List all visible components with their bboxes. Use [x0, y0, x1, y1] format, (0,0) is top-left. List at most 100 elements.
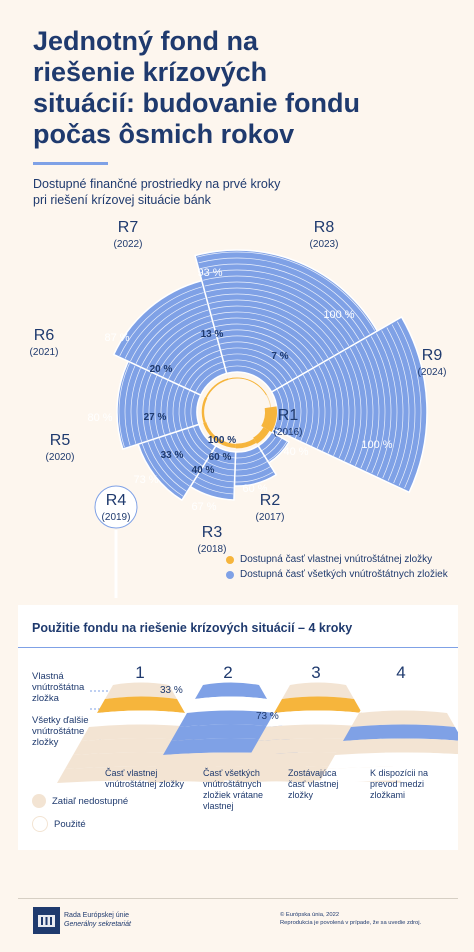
segment-stripe: [151, 321, 212, 372]
segment-stripe: [118, 363, 130, 448]
segment-stripe: [141, 443, 184, 497]
segment-stripe: [197, 476, 234, 489]
segment-stripe: [235, 471, 274, 483]
step2-percent: 73 %: [256, 711, 279, 722]
segment-stripe: [213, 317, 319, 365]
fan-layer: [351, 710, 455, 727]
segment-stripe: [181, 430, 206, 462]
page-title: Jednotný fond na riešenie krízových situ…: [33, 26, 453, 150]
year-code: R3: [202, 524, 223, 541]
year-number: (2016): [274, 427, 303, 438]
beige-dot-icon: [32, 794, 46, 808]
segment-stripe: [223, 359, 283, 386]
step-caption-3: Zostávajúca časť vlastnej zložky: [288, 768, 380, 801]
caption-line: Zostávajúca: [288, 768, 337, 778]
key-used-label: Použité: [54, 818, 86, 830]
segment-stripe: [200, 471, 234, 483]
year-label-r9: R9 (2024): [418, 347, 447, 378]
segment-stripe: [124, 365, 136, 446]
segment-stripe: [222, 353, 288, 383]
segment-stripe: [198, 257, 370, 334]
title-line: situácií: budovanie fondu: [33, 88, 361, 118]
segment-stripe: [308, 371, 320, 447]
caption-line: vnútroštátnej zložky: [105, 779, 185, 789]
key-used: Použité: [32, 816, 86, 832]
fan-layer: [274, 696, 362, 713]
inner-disk: [198, 373, 276, 451]
segment-stripe: [396, 321, 422, 489]
year-code: R4: [106, 492, 127, 509]
all-percent-label: 80 %: [87, 412, 112, 424]
segment-stripe: [339, 353, 356, 461]
copyright-line: Reprodukcia je povolená v prípade, že sa…: [280, 920, 422, 926]
year-code: R9: [422, 347, 443, 364]
year-code: R1: [278, 407, 299, 424]
legend-item-own: Dostupná časť vlastnej vnútroštátnej zlo…: [226, 552, 448, 567]
key-unavailable-label: Zatiaľ nedostupné: [52, 795, 129, 807]
segment-stripe: [184, 390, 190, 428]
year-label-r2: R2 (2017): [256, 492, 285, 523]
segment-stripe: [216, 329, 308, 371]
year-code: R8: [314, 219, 335, 236]
segment-stripe: [187, 428, 210, 457]
key-unavailable: Zatiaľ nedostupné: [32, 794, 128, 808]
segment-stripe: [194, 481, 234, 495]
segment-stripe: [168, 338, 217, 380]
fan-layer: [343, 724, 458, 741]
segment-stripe: [209, 456, 235, 465]
segment-stripe: [212, 311, 324, 362]
all-percent-label: 73 %: [133, 474, 158, 486]
title-line: počas ôsmich rokov: [33, 119, 295, 149]
year-number: (2020): [46, 452, 75, 463]
fan-layer: [327, 752, 458, 769]
fan-layer: [266, 710, 370, 727]
segment-stripe: [136, 370, 147, 443]
segment-stripe: [220, 347, 293, 380]
year-label-r1: R1 (2016): [274, 407, 303, 438]
year-segment-r5: [137, 423, 217, 502]
side-label-line: zložky: [32, 737, 59, 748]
all-percent-label: 93 %: [197, 267, 222, 279]
orange-segment: [205, 378, 229, 398]
segment-stripe: [334, 356, 350, 459]
caption-line: K dispozícii na: [370, 768, 429, 778]
footer-divider: [18, 898, 458, 899]
caption-line: zložkami: [370, 790, 406, 800]
segment-stripe: [281, 386, 290, 434]
caption-line: vnútroštátnych: [203, 779, 262, 789]
year-code: R6: [34, 327, 55, 344]
segment-stripe: [197, 251, 376, 331]
side-label-line: Všetky ďalšie: [32, 715, 89, 726]
all-percent-label: 100 %: [323, 309, 354, 321]
segment-stripe: [160, 380, 169, 435]
caption-line: vlastnej: [203, 801, 234, 811]
year-number: (2024): [418, 367, 447, 378]
segment-stripe: [323, 362, 338, 454]
year-number: (2019): [102, 512, 131, 523]
segment-stripe: [201, 269, 360, 340]
fan-layer: [81, 724, 201, 741]
own-percent-label: 40 %: [192, 465, 215, 476]
step-caption-1: Časť vlastnej vnútroštátnej zložky: [105, 768, 197, 790]
step-caption-2: Časť všetkých vnútroštátnych zložiek vrá…: [203, 768, 295, 812]
subtitle-line: Dostupné finančné prostriedky na prvé kr…: [33, 177, 281, 191]
segment-stripe: [146, 315, 211, 369]
caption-line: prevod medzi: [370, 779, 425, 789]
own-percent-label: 20 %: [150, 364, 173, 375]
org-line: Rada Európskej únie: [64, 912, 129, 919]
year-code: R2: [260, 492, 281, 509]
segment-stripe: [178, 350, 220, 385]
segment-stripe: [376, 333, 398, 479]
year-segment-r3: [233, 444, 278, 487]
segment-stripe: [287, 383, 296, 437]
steps-panel: Použitie fondu na riešenie krízových sit…: [18, 605, 458, 850]
segment-stripe: [381, 330, 404, 481]
steps-title: Použitie fondu na riešenie krízových sit…: [32, 621, 353, 635]
segment-stripe: [235, 456, 265, 465]
segment-stripe: [355, 345, 374, 469]
segment-stripe: [212, 450, 235, 459]
year-number: (2021): [30, 347, 59, 358]
segment-stripe: [173, 344, 219, 382]
segment-stripe: [142, 373, 152, 441]
steps-divider: [18, 647, 458, 648]
